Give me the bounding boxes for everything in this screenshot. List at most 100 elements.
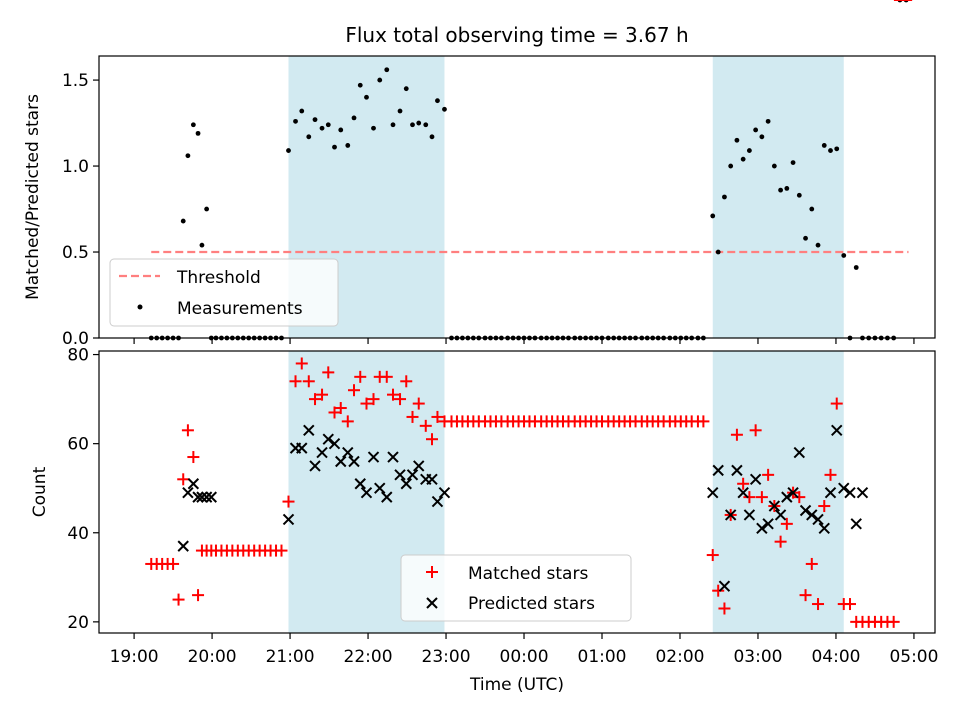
- predicted-star-point: [316, 446, 328, 459]
- matched-star-point: [749, 424, 762, 437]
- top-y-ticks: 0.0 0.5 1.0 1.5: [62, 71, 99, 349]
- y-tick-label: 20: [67, 613, 89, 633]
- measurement-point: [299, 108, 305, 114]
- matched-star-point: [181, 424, 194, 437]
- measurement-point: [410, 122, 415, 128]
- x-tick-label: 20:00: [188, 647, 237, 667]
- predicted-star-point: [844, 486, 856, 499]
- predicted-star-stroke-b: [844, 486, 856, 499]
- matched-star-point: [830, 397, 843, 410]
- x-tick-label: 19:00: [110, 647, 159, 667]
- predicted-star-stroke-b: [856, 486, 869, 499]
- x-tick-label: 01:00: [578, 647, 627, 667]
- bottom-x-ticks: 19:00 20:00 21:00 22:00 23:00 00:00 01:00 02:00…: [110, 633, 938, 667]
- top-shaded-intervals: [288, 56, 844, 338]
- predicted-star-stroke-b: [303, 424, 315, 437]
- predicted-star-point: [431, 495, 444, 508]
- predicted-star-point: [718, 580, 731, 592]
- matched-star-point: [425, 433, 438, 446]
- predicted-star-stroke-b: [335, 455, 347, 468]
- predicted-star-stroke-b: [812, 513, 824, 526]
- top-legend: Threshold Measurements: [109, 258, 339, 327]
- predicted-star-point: [335, 455, 347, 468]
- bottom-legend-box: [400, 554, 632, 622]
- measurement-point: [403, 86, 409, 92]
- predicted-star-stroke-b: [282, 513, 295, 526]
- predicted-star-stroke-b: [787, 486, 799, 499]
- predicted-star-stroke-b: [406, 469, 419, 481]
- matched-star-point: [818, 500, 831, 513]
- predicted-star-stroke-b: [342, 446, 354, 459]
- predicted-star-point: [400, 478, 412, 490]
- predicted-star-stroke-b: [743, 509, 756, 521]
- x-tick-label: 21:00: [266, 647, 315, 667]
- measurement-point: [204, 206, 210, 212]
- predicted-star-point: [192, 491, 204, 503]
- matched-star-point: [774, 535, 787, 548]
- matched-star-point: [172, 593, 185, 606]
- predicted-star-stroke-b: [322, 433, 334, 445]
- matched-star-point: [322, 366, 335, 379]
- predicted-star-point: [342, 446, 354, 459]
- measurement-point: [377, 77, 383, 83]
- measurement-point: [740, 156, 746, 162]
- predicted-star-stroke-b: [348, 455, 360, 468]
- x-tick-label: 02:00: [655, 647, 704, 667]
- predicted-star-stroke-b: [818, 522, 830, 535]
- predicted-star-stroke-b: [850, 518, 862, 530]
- predicted-star-stroke-b: [177, 540, 189, 552]
- measurement-point: [338, 127, 344, 133]
- predicted-star-stroke-b: [824, 486, 837, 499]
- measurement-point: [293, 118, 298, 124]
- predicted-star-stroke-b: [707, 486, 719, 499]
- matched-star-point: [282, 495, 295, 508]
- matched-star-point: [341, 415, 354, 428]
- predicted-star-point: [328, 437, 341, 450]
- matched-star-point: [755, 491, 768, 504]
- predicted-star-stroke-b: [756, 522, 768, 535]
- x-tick-label: 05:00: [889, 647, 938, 667]
- predicted-star-point: [749, 473, 762, 486]
- matched-legend-label: Matched stars: [468, 564, 588, 584]
- measurement-point: [765, 118, 771, 124]
- bottom-axes-frame: [98, 350, 936, 634]
- predicted-star-stroke-b: [182, 486, 194, 499]
- measurement-point: [371, 125, 376, 131]
- predicted-star-point: [406, 469, 419, 481]
- predicted-star-stroke-b: [374, 482, 386, 494]
- matched-star-point: [793, 491, 806, 504]
- predicted-star-stroke-b: [737, 486, 749, 499]
- x-tick-label: 22:00: [344, 647, 393, 667]
- matched-star-point: [316, 388, 329, 401]
- predicted-star-stroke-b: [394, 469, 406, 481]
- top-panel: 0.0 0.5 1.0 1.5 Matched/Predicted stars Thr…: [23, 0, 936, 349]
- predicted-star-stroke-b: [187, 478, 200, 490]
- bottom-y-ticks: 20 40 60 80: [67, 346, 99, 633]
- predicted-star-point: [374, 482, 386, 494]
- predicted-star-point: [768, 500, 781, 512]
- matched-star-point: [309, 393, 322, 406]
- y-tick-label: 0.0: [62, 329, 89, 349]
- predicted-star-stroke-b: [328, 437, 341, 450]
- predicted-star-stroke-b: [200, 491, 213, 503]
- predicted-star-point: [187, 478, 200, 490]
- measurement-point: [364, 94, 369, 100]
- matched-star-point: [718, 602, 731, 615]
- predicted-star-stroke-b: [438, 486, 451, 499]
- measurement-point: [722, 194, 727, 200]
- predicted-star-point: [205, 491, 218, 503]
- x-tick-label: 03:00: [733, 647, 782, 667]
- predicted-star-stroke-b: [413, 460, 425, 472]
- measurement-point: [195, 130, 201, 136]
- predicted-star-point: [831, 424, 843, 437]
- predicted-star-point: [781, 491, 793, 503]
- y-tick-label: 40: [67, 524, 89, 544]
- predicted-star-stroke-b: [749, 473, 762, 486]
- bottom-y-axis-label: Count: [30, 466, 50, 517]
- predicted-star-stroke-b: [196, 491, 208, 503]
- matched-star-point: [354, 370, 367, 383]
- measurement-point: [357, 82, 363, 88]
- measurements-legend-label: Measurements: [177, 299, 303, 319]
- predicted-star-stroke-b: [724, 509, 737, 521]
